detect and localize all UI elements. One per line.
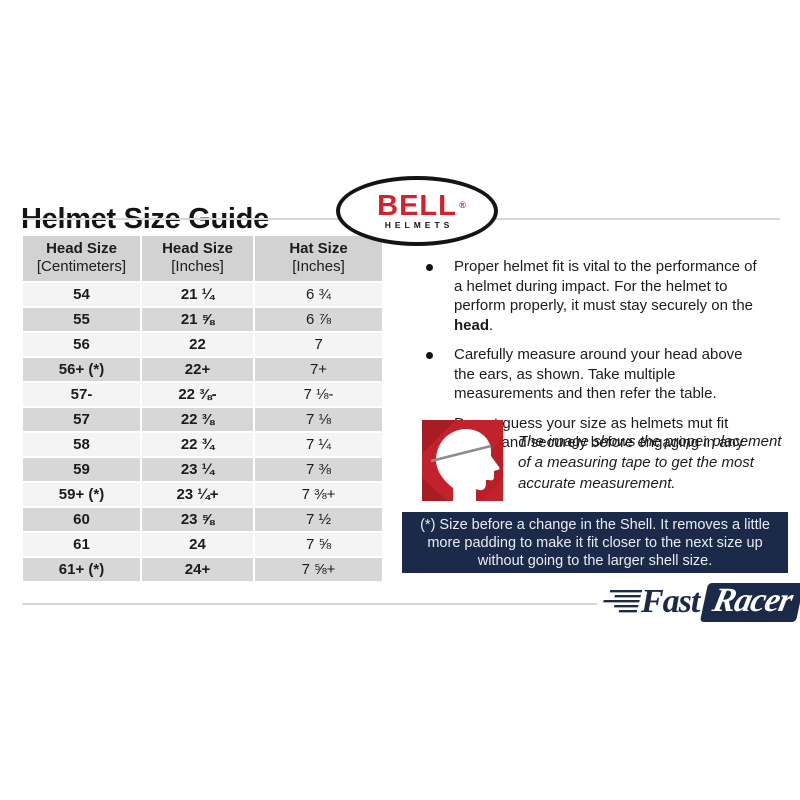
table-row: 61 24 7 ⅝ (23, 533, 382, 556)
table-cell: 56 (23, 333, 140, 356)
fastracer-logo: Fast Racer (597, 582, 800, 622)
table-cell: 22 (142, 333, 253, 356)
table-cell: 58 (23, 433, 140, 456)
fastracer-fast-text: Fast (641, 583, 700, 620)
table-row: 56+ (*) 22+ 7+ (23, 358, 382, 381)
measurement-caption: The image shows the proper placement of … (518, 433, 782, 492)
column-header-head-size-in: Head Size [Inches] (142, 236, 253, 281)
table-row: 57- 22 ⅜- 7 ⅛- (23, 383, 382, 406)
list-item: Carefully measure around your head above… (420, 345, 760, 404)
bell-logo-subtext: HELMETS (384, 219, 454, 230)
table-cell: 7 ¼ (255, 433, 382, 456)
bullet-icon (426, 264, 433, 271)
speed-lines-icon (603, 590, 643, 613)
shell-size-note-banner: (*) Size before a change in the Shell. I… (402, 512, 788, 573)
table-cell: 59+ (*) (23, 483, 140, 506)
head-measuring-tape-icon (422, 420, 503, 501)
column-header-head-size-cm: Head Size [Centimeters] (23, 236, 140, 281)
helmet-size-table: Head Size [Centimeters] Head Size [Inche… (21, 234, 384, 583)
table-header-row: Head Size [Centimeters] Head Size [Inche… (23, 236, 382, 281)
bell-logo-text: BELL (377, 189, 457, 222)
measurement-figure: The image shows the proper placement of … (422, 420, 796, 501)
table-cell: 57- (23, 383, 140, 406)
bell-helmets-logo: BELL ® HELMETS (336, 176, 498, 246)
table-cell: 23 ¼ (142, 458, 253, 481)
tip-text: Carefully measure around your head above… (454, 346, 743, 402)
table-cell: 22 ¾ (142, 433, 253, 456)
tip-text-bold: head (454, 316, 490, 334)
table-cell: 24+ (142, 558, 253, 581)
table-cell: 7+ (255, 358, 382, 381)
column-unit: [Inches] (292, 258, 345, 275)
table-cell: 21 ¼ (142, 283, 253, 306)
table-cell: 22 ⅜- (142, 383, 253, 406)
fastracer-racer-text: Racer (709, 581, 796, 619)
table-cell: 7 ⅜+ (255, 483, 382, 506)
table-cell: 59 (23, 458, 140, 481)
table-cell: 61 (23, 533, 140, 556)
measuring-tape-line (430, 444, 492, 463)
fit-tips-list: Proper helmet fit is vital to the perfor… (420, 257, 760, 482)
table-cell: 55 (23, 308, 140, 331)
table-cell: 60 (23, 508, 140, 531)
table-cell: 7 ⅝ (255, 533, 382, 556)
table-row: 61+ (*) 24+ 7 ⅝+ (23, 558, 382, 581)
table-cell: 7 ⅜ (255, 458, 382, 481)
registered-trademark-icon: ® (459, 199, 466, 210)
table-cell: 61+ (*) (23, 558, 140, 581)
column-title: Head Size (46, 240, 117, 257)
footer-divider (22, 603, 598, 605)
column-unit: [Inches] (171, 258, 224, 275)
table-row: 56 22 7 (23, 333, 382, 356)
table-cell: 7 (255, 333, 382, 356)
table-cell: 6 ⅞ (255, 308, 382, 331)
table-cell: 54 (23, 283, 140, 306)
column-header-hat-size: Hat Size [Inches] (255, 236, 382, 281)
tip-text: . (489, 316, 494, 334)
table-cell: 56+ (*) (23, 358, 140, 381)
table-cell: 7 ⅛ (255, 408, 382, 431)
table-cell: 57 (23, 408, 140, 431)
bell-logo-wordmark: BELL ® (377, 189, 466, 222)
table-row: 59+ (*) 23 ¼+ 7 ⅜+ (23, 483, 382, 506)
table-cell: 21 ⅝ (142, 308, 253, 331)
fastracer-racer-box: Racer (700, 581, 800, 622)
table-cell: 23 ⅝ (142, 508, 253, 531)
table-cell: 22+ (142, 358, 253, 381)
table-cell: 24 (142, 533, 253, 556)
column-unit: [Centimeters] (36, 258, 127, 275)
table-cell: 7 ⅛- (255, 383, 382, 406)
tip-text: Proper helmet fit is vital to the perfor… (454, 258, 757, 314)
list-item: Proper helmet fit is vital to the perfor… (420, 257, 760, 335)
column-title: Head Size (162, 240, 233, 257)
table-cell: 7 ½ (255, 508, 382, 531)
table-cell: 7 ⅝+ (255, 558, 382, 581)
table-cell: 6 ¾ (255, 283, 382, 306)
table-cell: 23 ¼+ (142, 483, 253, 506)
table-cell: 22 ⅜ (142, 408, 253, 431)
bullet-icon (426, 352, 433, 359)
column-title: Hat Size (289, 240, 348, 257)
